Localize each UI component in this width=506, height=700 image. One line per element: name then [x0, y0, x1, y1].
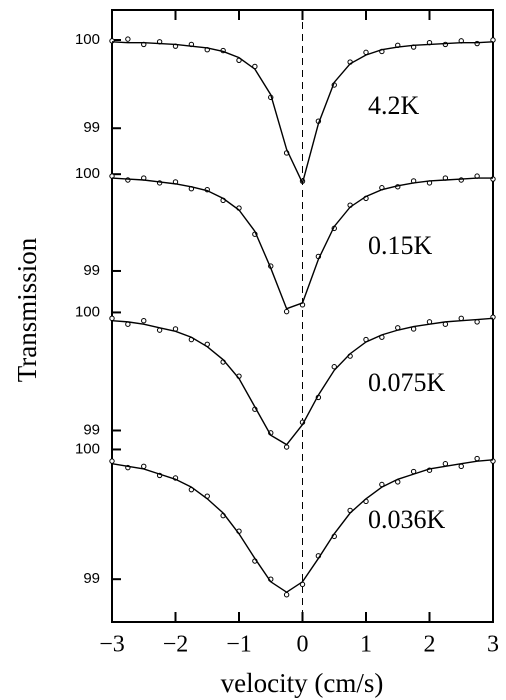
panel-label: 0.036K	[368, 505, 446, 534]
x-tick-label: −3	[99, 632, 125, 658]
y-tick-label: 99	[83, 421, 100, 438]
x-tick-label: 0	[297, 632, 309, 658]
x-axis-label: velocity (cm/s)	[221, 668, 384, 698]
panel-label: 4.2K	[368, 91, 420, 120]
fit-line	[111, 459, 494, 593]
data-point	[474, 455, 480, 462]
fit-line	[111, 177, 493, 310]
data-point	[474, 319, 480, 325]
x-tick-label: −1	[226, 632, 252, 658]
data-point	[283, 592, 290, 598]
y-tick-label: 100	[75, 165, 100, 182]
y-tick-label: 100	[75, 303, 100, 320]
data-point	[283, 444, 290, 450]
y-tick-label: 99	[83, 119, 100, 136]
data-point	[141, 463, 147, 470]
panel-label: 0.15K	[368, 231, 433, 260]
y-tick-label: 99	[83, 262, 100, 279]
y-axis-label: Transmission	[12, 237, 42, 382]
x-tick-label: −2	[163, 632, 189, 658]
x-tick-label: 1	[360, 632, 372, 658]
data-point	[458, 315, 464, 322]
y-tick-label: 100	[75, 31, 100, 48]
data-point	[458, 463, 464, 470]
y-tick-label: 99	[83, 570, 100, 587]
data-point	[442, 461, 449, 467]
data-point	[109, 315, 115, 322]
fit-line	[111, 317, 494, 446]
fit-line	[111, 41, 494, 185]
data-point	[283, 308, 290, 315]
data-point	[109, 458, 115, 464]
data-point	[331, 364, 337, 370]
x-tick-label: 3	[487, 632, 499, 658]
x-tick-label: 2	[424, 632, 436, 658]
data-point	[125, 36, 131, 42]
panel-label: 0.075K	[368, 368, 446, 397]
data-point	[141, 317, 147, 324]
y-tick-label: 100	[75, 440, 100, 457]
